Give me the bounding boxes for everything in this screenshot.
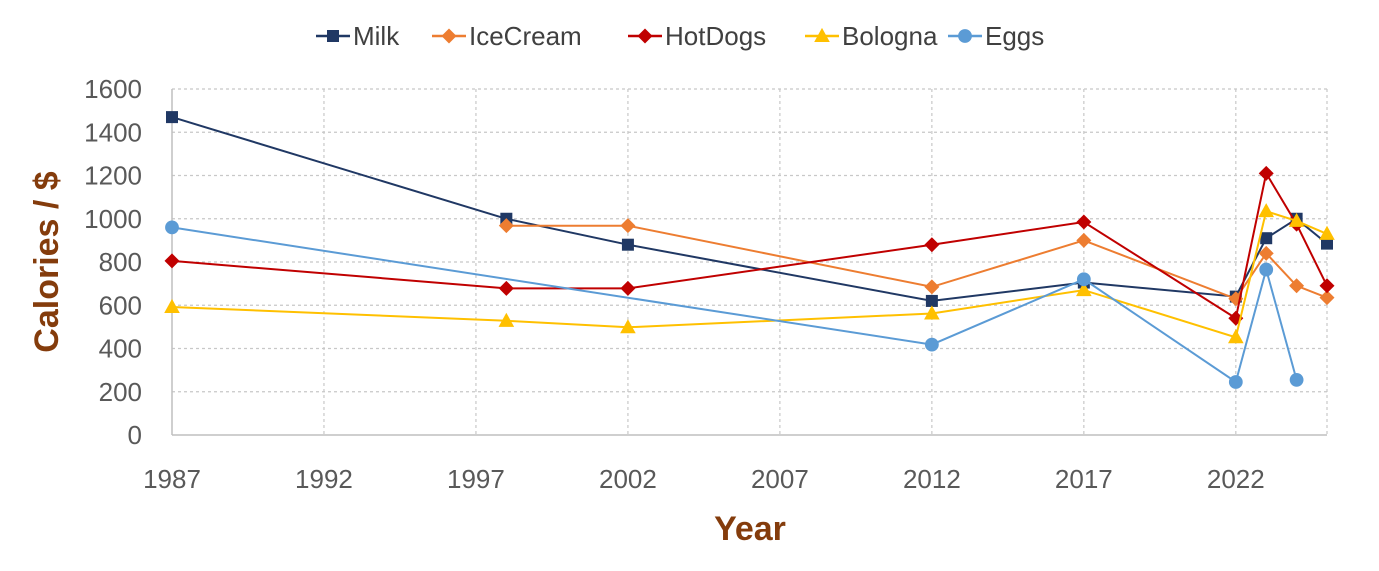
data-point-icecream bbox=[1289, 278, 1305, 294]
legend-label-milk: Milk bbox=[353, 21, 400, 51]
series-line-milk bbox=[171, 116, 1328, 302]
x-tick-label: 1997 bbox=[447, 464, 505, 494]
legend-marker-icecream bbox=[441, 28, 457, 44]
x-tick-label: 2017 bbox=[1055, 464, 1113, 494]
legend-item-eggs: Eggs bbox=[948, 21, 1044, 51]
data-point-bologna bbox=[1319, 225, 1335, 240]
data-point-eggs bbox=[165, 220, 179, 235]
axes: 0 200 400 600 800 1000 1200 1400 1600 1987 1992 199… bbox=[84, 74, 1327, 494]
legend: Milk IceCream HotDogs Bologna Eggs bbox=[316, 21, 1044, 51]
legend-item-bologna: Bologna bbox=[805, 21, 938, 51]
data-point-bologna bbox=[1228, 329, 1244, 344]
data-point-icecream bbox=[1258, 245, 1274, 261]
data-point-hotdogs bbox=[924, 237, 940, 253]
data-point-eggs bbox=[1076, 272, 1091, 287]
legend-item-milk: Milk bbox=[316, 21, 400, 51]
y-tick-label: 200 bbox=[99, 377, 142, 407]
series-hotdogs bbox=[164, 165, 1335, 326]
legend-item-hotdogs: HotDogs bbox=[628, 21, 766, 51]
data-point-hotdogs bbox=[620, 280, 636, 296]
data-point-bologna bbox=[620, 319, 636, 334]
y-tick-label: 400 bbox=[99, 334, 142, 364]
data-point-icecream bbox=[1319, 290, 1335, 306]
x-tick-label: 2007 bbox=[751, 464, 809, 494]
x-tick-label: 1987 bbox=[143, 464, 201, 494]
series-milk bbox=[166, 111, 1333, 307]
data-point-bologna bbox=[164, 298, 180, 313]
y-axis-title: Calories / $ bbox=[28, 171, 66, 353]
data-point-milk bbox=[925, 294, 938, 307]
legend-marker-milk bbox=[327, 30, 339, 42]
data-point-milk bbox=[1321, 237, 1333, 250]
data-point-hotdogs bbox=[1076, 214, 1092, 230]
data-point-icecream bbox=[1076, 232, 1092, 248]
data-point-milk bbox=[1260, 232, 1273, 245]
data-point-bologna bbox=[1076, 282, 1092, 297]
data-point-icecream bbox=[498, 218, 514, 234]
data-point-bologna bbox=[498, 312, 515, 327]
legend-label-eggs: Eggs bbox=[985, 21, 1044, 51]
y-tick-label: 0 bbox=[128, 420, 142, 450]
legend-item-icecream: IceCream bbox=[432, 21, 582, 51]
series-line-eggs bbox=[171, 226, 1298, 384]
data-point-eggs bbox=[1289, 372, 1304, 387]
data-point-hotdogs bbox=[1258, 165, 1274, 181]
data-point-bologna bbox=[924, 305, 940, 320]
data-point-eggs bbox=[1259, 262, 1274, 277]
data-point-eggs bbox=[1228, 375, 1243, 389]
series-bologna bbox=[164, 203, 1335, 344]
data-point-bologna bbox=[1288, 212, 1305, 227]
data-point-milk bbox=[621, 238, 634, 251]
x-tick-label: 2012 bbox=[903, 464, 961, 494]
series-layer bbox=[164, 111, 1335, 389]
y-tick-label: 1600 bbox=[84, 74, 142, 104]
data-point-bologna bbox=[1258, 203, 1275, 218]
legend-marker-hotdogs bbox=[637, 28, 653, 44]
data-point-icecream bbox=[620, 218, 636, 234]
legend-label-bologna: Bologna bbox=[842, 21, 938, 51]
data-point-hotdogs bbox=[498, 280, 514, 296]
y-tick-label: 1000 bbox=[84, 204, 142, 234]
data-point-milk bbox=[166, 111, 178, 124]
series-line-hotdogs bbox=[171, 170, 1328, 320]
x-axis-title: Year bbox=[714, 510, 786, 548]
legend-marker-eggs bbox=[958, 29, 972, 43]
data-point-eggs bbox=[924, 337, 939, 352]
x-tick-label: 2022 bbox=[1207, 464, 1265, 494]
y-tick-label: 1400 bbox=[84, 117, 142, 147]
series-eggs bbox=[165, 220, 1304, 389]
data-point-hotdogs bbox=[164, 253, 180, 269]
legend-marker-bologna bbox=[814, 27, 830, 42]
x-tick-label: 2002 bbox=[599, 464, 657, 494]
gridlines bbox=[172, 88, 1328, 435]
legend-label-icecream: IceCream bbox=[469, 21, 582, 51]
legend-label-hotdogs: HotDogs bbox=[665, 21, 766, 51]
data-point-hotdogs bbox=[1319, 278, 1335, 294]
y-tick-label: 1200 bbox=[84, 161, 142, 191]
x-tick-label: 1992 bbox=[295, 464, 353, 494]
y-tick-label: 800 bbox=[99, 247, 142, 277]
y-tick-label: 600 bbox=[99, 290, 142, 320]
data-point-icecream bbox=[924, 279, 940, 295]
